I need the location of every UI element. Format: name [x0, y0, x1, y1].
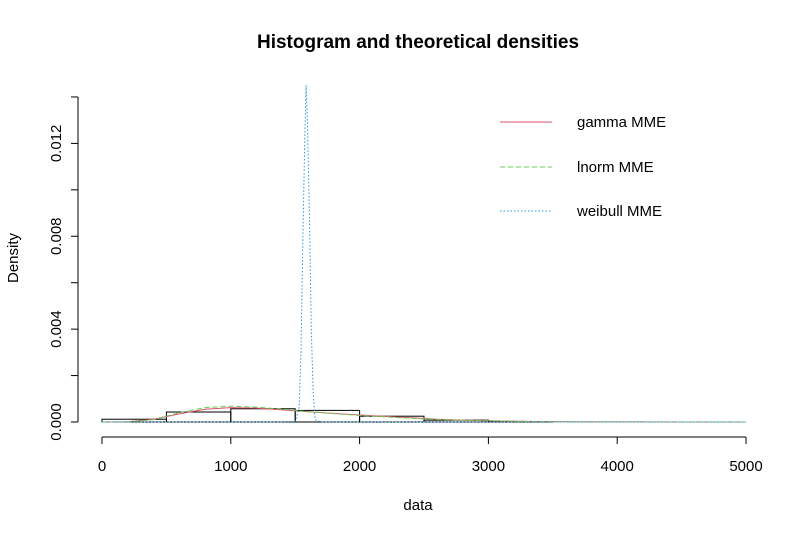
density-curves — [101, 85, 746, 423]
legend-label-0: gamma MME — [577, 114, 666, 131]
legend: gamma MME lnorm MME weibull MME — [500, 114, 666, 220]
histogram-bar-2 — [230, 408, 296, 423]
x-axis-label: data — [403, 497, 433, 514]
y-tick-label-4: 0.008 — [48, 217, 65, 255]
legend-label-1: lnorm MME — [577, 159, 654, 176]
x-tick-label-4: 4000 — [601, 458, 634, 475]
x-tick-label-5: 5000 — [729, 458, 762, 475]
x-tick-label-2: 2000 — [343, 458, 376, 475]
density-curve-weibull-mme — [102, 85, 746, 423]
x-tick-label-3: 3000 — [472, 458, 505, 475]
x-axis: 0 1000 2000 3000 4000 5000 — [98, 436, 763, 475]
y-tick-label-6: 0.012 — [48, 125, 65, 163]
density-curve-lnorm-mme — [101, 405, 746, 423]
y-axis: 0.000 0.004 0.008 0.012 — [48, 96, 79, 441]
chart-title: Histogram and theoretical densities — [257, 32, 579, 53]
legend-label-2: weibull MME — [576, 203, 662, 220]
x-tick-label-0: 0 — [98, 458, 106, 475]
x-tick-label-1: 1000 — [214, 458, 247, 475]
y-axis-label: Density — [5, 232, 22, 283]
y-tick-label-2: 0.004 — [48, 310, 65, 348]
y-tick-label-0: 0.000 — [48, 403, 65, 441]
histogram-bar-3 — [294, 409, 361, 423]
